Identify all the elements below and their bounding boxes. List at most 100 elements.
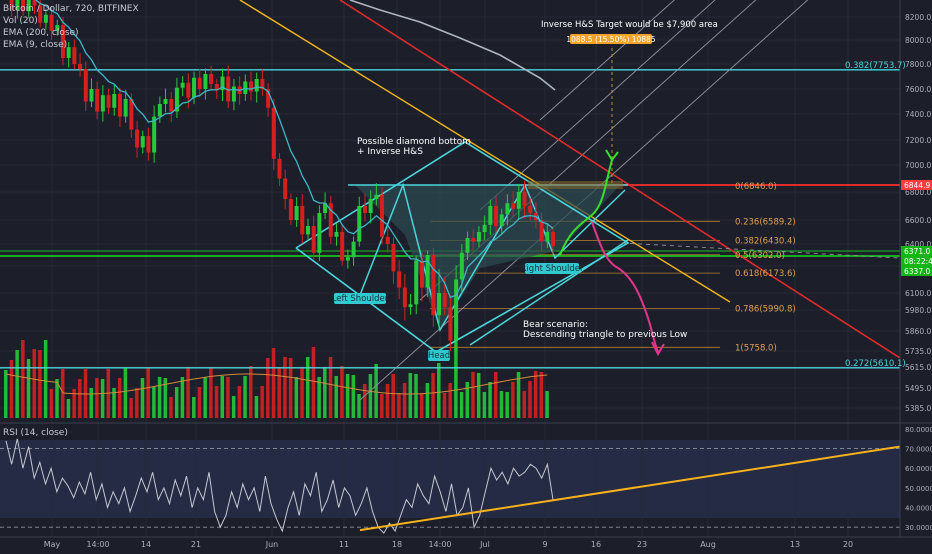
channel-line-3 [539,0,675,121]
diamond-fill [355,185,620,330]
candle-body [351,241,356,258]
price-tick-label: 6400.0 [905,240,931,249]
candle-body [374,194,379,199]
price-tick-label: 5860.0 [905,327,931,336]
volume-bar [499,391,504,418]
volume-bar [385,384,390,418]
volume-bar [123,368,128,418]
descending-yellow-line [239,0,731,303]
time-tick-label: 21 [191,540,201,549]
rsi-tick-label: 50.0000 [905,485,932,493]
volume-bar [174,387,179,418]
measure-box-bg [570,34,652,44]
candle-body [408,304,413,308]
volume-bar [112,388,116,418]
volume-bar [38,350,42,418]
price-tick-label: 7400.0 [905,110,931,119]
candle-body [317,213,322,253]
price-tick-label: 6100.0 [905,289,931,298]
candle-body [505,203,510,215]
volume-bar [192,397,196,418]
volume-bar [117,378,122,418]
candle-body [402,287,407,308]
rsi-label[interactable]: RSI (14, close) [3,428,68,438]
label-left-shoulder: Left Shoulder [332,294,389,304]
bear-arrowhead [651,341,665,357]
indicator-ema-200[interactable]: EMA (200, close) [3,28,79,38]
volume-bar [288,358,293,418]
price-tick-label: 7600.0 [905,85,931,94]
volume-bar [55,379,59,418]
candle-body [140,136,145,148]
price-tag: 6337.0 [904,267,930,276]
fib-label: 0.236(6589.2) [735,217,796,227]
volume-bar [482,392,487,418]
candle-body [9,0,14,11]
candle-body [186,82,191,98]
volume-bar [43,340,48,418]
rsi-tick-label: 40.0000 [905,505,932,513]
candle-body [397,271,402,288]
candle-body [254,79,259,92]
volume-bar [266,358,270,418]
time-tick-label: 23 [637,540,647,549]
label-head-bg [428,350,450,361]
volume-bar [476,373,481,418]
inverse-hs-lines [359,182,626,332]
volume-bar [425,383,430,418]
price-tag: 08:22:43 [904,257,932,266]
candle-body [21,0,26,12]
candle-body [442,293,447,308]
rsi-tick-label: 60.0000 [905,465,932,473]
volume-bar [516,372,521,418]
time-tick-label: 20 [843,540,853,549]
volume-bar [391,374,395,418]
candle-body [129,99,134,130]
candle-body [123,99,128,117]
candle-body [294,206,299,220]
volume-bar [249,366,253,418]
volume-bar [237,386,242,418]
volume-bar [402,383,407,418]
volume-bar [328,357,333,418]
candle-body [32,0,37,6]
volume-bar [180,377,185,418]
rsi-band [0,440,900,518]
candle-body [459,252,464,280]
candle-body [323,203,328,213]
volume-bar [209,367,213,418]
candle-body [220,76,225,91]
indicator-ema-9[interactable]: EMA (9, close) [3,40,68,50]
volume-bar [465,382,470,418]
time-tick-label: May [44,540,61,549]
volume-bar [414,374,418,418]
volume-bar [351,375,356,418]
candle-body [362,206,367,213]
ema-9-line [23,0,554,299]
volume-bar [357,394,361,418]
price-tick-label: 5615.0 [905,363,931,372]
volume-bar [334,376,338,418]
candle-body [391,244,396,272]
candle-body [231,86,236,102]
candle-body [66,47,71,58]
candle-body [89,89,94,102]
price-tick-label: 5385.0 [905,404,931,413]
candle-body [43,14,48,23]
price-tick-label: 7800.0 [905,60,931,69]
time-axis-bg [0,537,932,550]
indicator-volume[interactable]: Vol (20) [3,16,38,26]
volume-bar [9,360,14,418]
candle-body [476,232,481,242]
ascending-support-line [469,239,629,346]
volume-bar [380,394,384,418]
price-tag-bg [901,180,932,190]
candle-body [209,74,214,84]
candle-body [385,236,390,244]
time-tick-label: Aug [700,540,716,549]
annotation-target: Inverse H&S Target would be $7,900 area [541,20,718,30]
candle-body [454,279,459,341]
